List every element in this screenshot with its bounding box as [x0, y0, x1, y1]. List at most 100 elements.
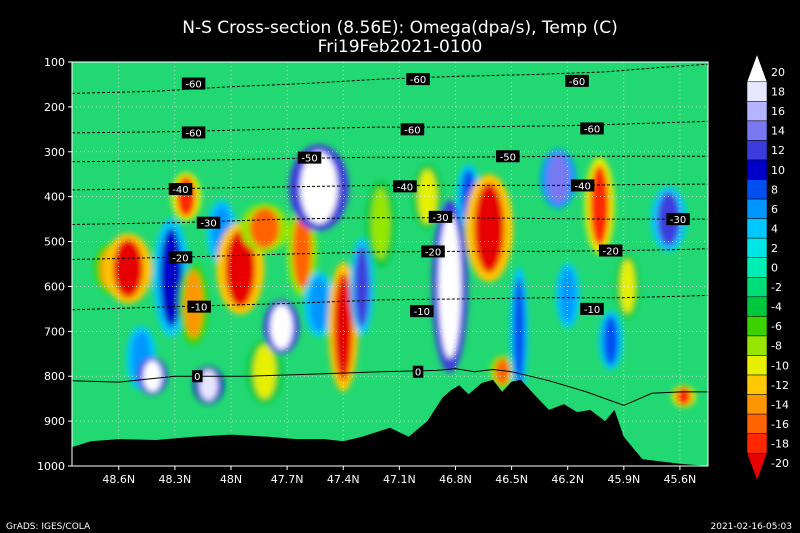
- x-tick-label: 48.3N: [159, 473, 192, 486]
- colorbar-label: -12: [771, 379, 789, 392]
- colorbar-label: -16: [771, 418, 789, 431]
- y-tick-label: 100: [44, 56, 65, 69]
- omega-feature: [253, 344, 276, 399]
- colorbar-label: 18: [771, 86, 785, 99]
- contour-label-box: [428, 210, 453, 223]
- omega-feature: [309, 277, 329, 332]
- contour-label: -40: [172, 185, 188, 196]
- contour-label-box: [580, 302, 604, 315]
- y-tick-label: 400: [44, 191, 65, 204]
- contour-label-box: [400, 123, 425, 136]
- contour-label-box: [598, 244, 623, 257]
- colorbar-label: -8: [771, 340, 782, 353]
- contour-label-box: [187, 300, 211, 313]
- temp-contour: [72, 294, 708, 311]
- colorbar-label: 16: [771, 105, 785, 118]
- colorbar-label: 6: [771, 203, 778, 216]
- colorbar-label: 10: [771, 164, 785, 177]
- contour-label: -60: [410, 75, 426, 86]
- colorbar-cap-bottom: [746, 452, 768, 482]
- contour-label-box: [297, 151, 322, 164]
- omega-feature: [199, 369, 218, 401]
- colorbar-swatch: [746, 374, 768, 395]
- temp-contour: [72, 368, 708, 406]
- omega-feature: [418, 169, 437, 224]
- plot-frame: [71, 61, 709, 467]
- temp-contour: [72, 248, 708, 260]
- contour-label: -60: [185, 80, 201, 91]
- colorbar-label: 0: [771, 262, 778, 275]
- omega-feature: [603, 315, 619, 365]
- contour-label-box: [192, 370, 203, 383]
- x-tick-label: 47.1N: [383, 473, 416, 486]
- contour-label-box: [570, 179, 595, 192]
- y-tick-label: 300: [44, 146, 65, 159]
- omega-feature: [292, 212, 312, 289]
- temp-contour: [72, 155, 708, 163]
- contour-label-box: [421, 245, 445, 258]
- x-tick-label: 45.9N: [607, 473, 640, 486]
- colorbar-label: 2: [771, 242, 778, 255]
- colorbar-label: 4: [771, 222, 778, 235]
- x-tick-label: 47.7N: [271, 473, 304, 486]
- colorbar-label: -18: [771, 437, 789, 450]
- contour-label: -20: [425, 247, 441, 258]
- contour-label-box: [410, 305, 434, 318]
- omega-feature: [620, 259, 636, 314]
- omega-feature: [560, 268, 576, 323]
- contour-label-box: [406, 73, 430, 86]
- colorbar-label: -4: [771, 301, 782, 314]
- colorbar-swatch: [746, 159, 768, 180]
- colorbar-swatch: [746, 394, 768, 415]
- x-tick-label: 46.8N: [439, 473, 472, 486]
- colorbar-label: 14: [771, 125, 785, 138]
- contour-label: -10: [584, 305, 600, 316]
- contour-label-box: [412, 365, 424, 378]
- colorbar-swatch: [746, 120, 768, 141]
- contour-labels: -60 -60 -60 -60 -60 -60 -50 -50 -40 -40 -40 -30 -30 -…: [168, 73, 690, 383]
- contour-label-box: [168, 183, 193, 196]
- terrain-silhouette: [72, 379, 708, 466]
- colorbar-swatch: [746, 179, 768, 200]
- contour-label-box: [196, 216, 221, 229]
- y-tick-label: 200: [44, 101, 65, 114]
- temp-contour: [72, 183, 708, 191]
- omega-feature: [113, 239, 144, 298]
- footer-right: 2021-02-16-05:03: [711, 522, 793, 532]
- colorbar-label: -6: [771, 320, 782, 333]
- colorbar-label: -10: [771, 359, 789, 372]
- omega-feature: [354, 246, 370, 327]
- x-tick-label: 46.5N: [495, 473, 528, 486]
- contour-label-box: [496, 150, 520, 163]
- contour-label-box: [181, 126, 206, 139]
- colorbar-label: -20: [771, 457, 789, 470]
- colorbar-swatch: [746, 140, 768, 161]
- colorbar-swatch: [746, 218, 768, 239]
- omega-feature: [371, 187, 390, 260]
- contour-label: -40: [397, 182, 413, 193]
- x-axis: 48.6N 48.3N 48N 47.7N 47.4N 47.1N 46.8N 46.5N 46…: [102, 466, 696, 486]
- x-tick-label: 48.6N: [102, 473, 135, 486]
- x-tick-label: 45.6N: [664, 473, 697, 486]
- omega-feature: [590, 165, 609, 247]
- colorbar-swatch: [746, 316, 768, 337]
- contour-label: -10: [414, 307, 430, 318]
- plot-area: -60 -60 -60 -60 -60 -60 -50 -50 -40 -40 -40 -30 -30 -…: [72, 62, 708, 466]
- omega-feature: [249, 207, 280, 249]
- contour-label: -60: [404, 125, 420, 136]
- colorbar-swatch: [746, 198, 768, 219]
- footer-left: GrADS: IGES/COLA: [6, 522, 91, 532]
- omega-feature: [494, 358, 510, 386]
- colorbar-label: -2: [771, 281, 782, 294]
- colorbar-swatch: [746, 257, 768, 278]
- contour-label: -60: [185, 128, 201, 139]
- y-tick-label: 800: [44, 370, 65, 383]
- omega-feature: [676, 387, 692, 406]
- y-tick-label: 1000: [37, 460, 65, 473]
- contour-label: -40: [574, 181, 590, 192]
- colorbar-swatch: [746, 335, 768, 356]
- y-tick-label: 900: [44, 415, 65, 428]
- contour-label-box: [565, 74, 589, 87]
- chart-subtitle: Fri19Feb2021-0100: [318, 37, 483, 57]
